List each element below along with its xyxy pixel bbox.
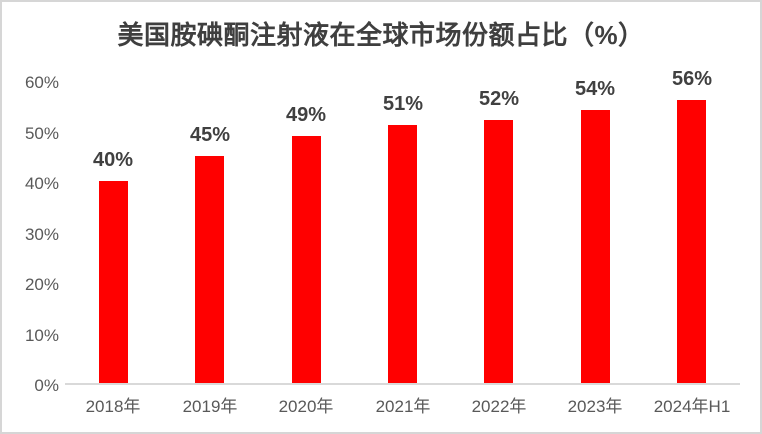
y-axis-tick-label: 0% [34,376,59,395]
y-axis-tick-label: 30% [24,224,59,244]
y-axis-tick-label: 40% [24,174,59,193]
x-axis-tick-label: 2018年 [85,397,141,416]
bar [677,100,706,383]
x-axis-tick-label: 2022年 [471,397,527,416]
bar-value-label: 54% [574,78,616,100]
y-axis-tick-label: 20% [24,275,59,294]
bar-value-label: 45% [189,124,231,146]
bar [484,120,513,383]
bar-value-label: 40% [92,149,134,171]
chart-title: 美国胺碘酮注射液在全球市场份额占比（%） [117,20,645,50]
bar-value-label: 49% [285,104,327,126]
x-axis-line [65,383,740,385]
bar [581,110,610,383]
x-axis-tick-label: 2024年H1 [653,397,731,416]
bar [99,181,128,383]
x-axis-tick-label: 2020年 [278,397,334,416]
bar [292,136,321,383]
x-axis-tick-label: 2023年 [567,397,623,416]
bar-value-label: 51% [382,93,424,115]
bar [195,156,224,383]
bar [388,125,417,383]
bar-value-label: 56% [671,68,713,90]
x-axis-tick-label: 2021年 [375,397,431,416]
y-axis-tick-label: 10% [24,325,59,345]
y-axis-tick-label: 50% [24,123,59,143]
x-axis-tick-label: 2019年 [182,397,238,416]
bar-value-label: 52% [478,88,520,110]
y-axis-tick-label: 60% [24,73,59,92]
